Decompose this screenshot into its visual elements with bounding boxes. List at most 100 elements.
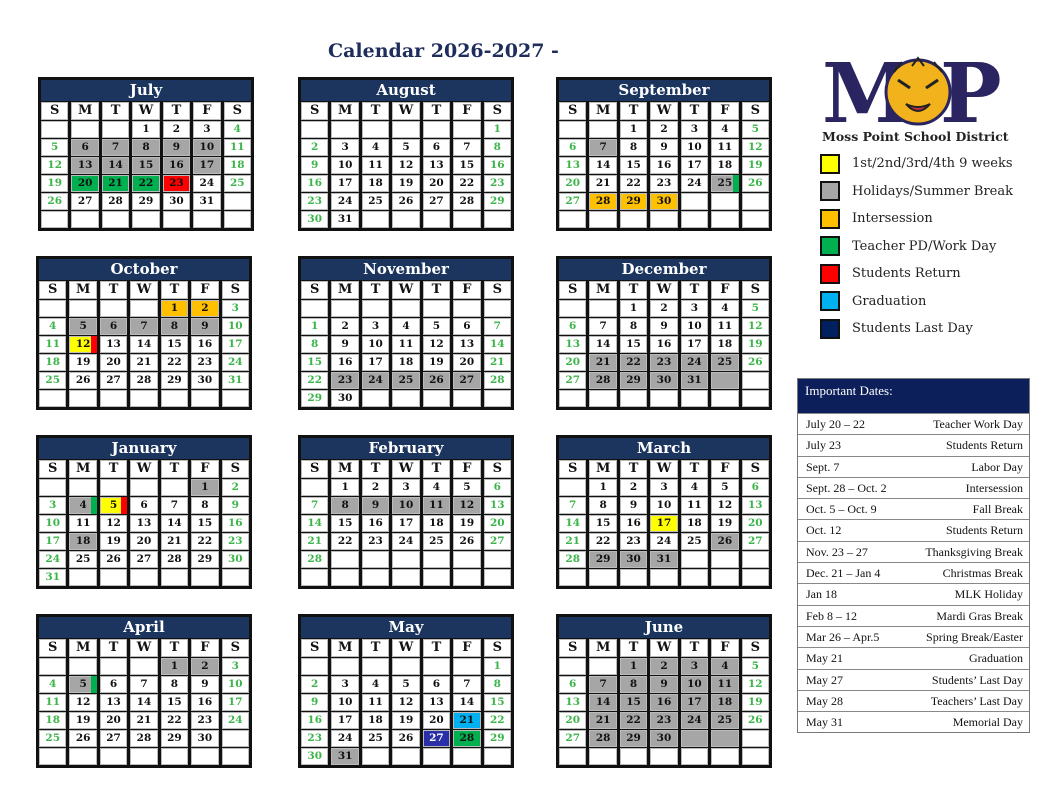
weekday-header: M — [589, 102, 617, 120]
day-cell: 10 — [680, 676, 709, 693]
day-number: 18 — [398, 356, 414, 368]
weekday-header: M — [69, 460, 97, 478]
day-cell: 3 — [361, 318, 390, 335]
legend-label: Students Last Day — [852, 321, 973, 337]
day-number: 12 — [747, 141, 763, 153]
weekday-header: W — [130, 460, 158, 478]
day-cell — [680, 551, 709, 568]
day-number: 15 — [489, 696, 505, 708]
day-cell — [392, 658, 420, 675]
day-number: 12 — [75, 338, 91, 350]
day-number: 18 — [717, 159, 733, 171]
day-cell — [680, 569, 709, 586]
day-number: 13 — [106, 696, 121, 708]
day-number: 4 — [49, 678, 57, 690]
day-cell: 13 — [559, 694, 587, 711]
day-cell: 23 — [191, 712, 219, 729]
day-cell: 14 — [559, 515, 587, 532]
day-number: 5 — [721, 481, 729, 493]
important-date-event: Spring Break/Easter — [926, 629, 1023, 644]
day-number: 17 — [368, 356, 383, 368]
day-cell — [741, 390, 769, 407]
day-cell — [361, 390, 390, 407]
return-marker — [121, 497, 128, 514]
day-number: 7 — [599, 320, 607, 332]
day-number: 3 — [231, 302, 239, 314]
day-cell: 4 — [223, 121, 251, 138]
day-number: 11 — [687, 499, 702, 511]
day-cell: 22 — [453, 175, 481, 192]
weekday-header: F — [453, 281, 481, 299]
day-number: 9 — [172, 141, 181, 153]
day-number: 22 — [138, 177, 154, 189]
day-number: 25 — [429, 535, 444, 547]
day-cell: 19 — [453, 515, 481, 532]
weekday-header: T — [99, 639, 128, 657]
month-september: September S M T W T F S 1 2 3 4 5 6 7 8 9 10 11 12 13 14 15 16 1… — [556, 77, 772, 231]
month-march: March S M T W T F S 1 2 3 4 5 6 7 8 9 10 11 12 13 14 15 16 17 18 1… — [556, 435, 772, 589]
day-number: 27 — [77, 195, 93, 207]
day-number: 9 — [201, 320, 209, 332]
day-cell: 20 — [453, 354, 481, 371]
day-number: 27 — [565, 195, 581, 207]
day-number: 5 — [463, 481, 471, 493]
day-number: 30 — [197, 732, 213, 744]
day-cell — [741, 748, 769, 765]
day-cell: 12 — [453, 497, 481, 514]
weekday-header: S — [223, 102, 251, 120]
weekday-header: T — [619, 281, 648, 299]
legend-swatch — [820, 153, 840, 174]
day-cell: 27 — [422, 193, 451, 210]
day-cell: 8 — [589, 497, 617, 514]
day-cell: 9 — [191, 676, 219, 693]
day-number: 9 — [660, 141, 668, 153]
day-cell: 12 — [69, 694, 97, 711]
day-cell: 12 — [711, 497, 739, 514]
day-cell: 29 — [619, 730, 648, 747]
important-date-row: Sept. 7 Labor Day — [798, 455, 1029, 477]
day-number: 21 — [307, 535, 323, 547]
weekday-header: S — [483, 639, 511, 657]
important-date-date: May 28 — [806, 693, 843, 708]
day-number: 30 — [656, 374, 672, 386]
day-cell — [331, 569, 359, 586]
day-cell: 18 — [361, 175, 390, 192]
day-cell — [559, 748, 587, 765]
day-cell: 27 — [559, 372, 587, 389]
day-cell — [130, 748, 158, 765]
weekday-header: T — [619, 639, 648, 657]
important-date-date: Feb 8 – 12 — [806, 608, 857, 623]
day-number: 2 — [371, 481, 380, 493]
day-number: 6 — [751, 481, 759, 493]
day-cell: 12 — [41, 157, 69, 174]
day-cell: 19 — [99, 533, 128, 550]
day-cell — [191, 569, 219, 586]
day-cell: 7 — [453, 676, 481, 693]
day-number: 20 — [459, 356, 475, 368]
day-number: 1 — [493, 123, 501, 135]
day-number: 12 — [459, 499, 475, 511]
day-cell: 14 — [160, 515, 189, 532]
legend-item: Graduation — [820, 288, 1013, 316]
important-date-date: Sept. 7 — [806, 459, 840, 474]
day-number: 21 — [136, 714, 152, 726]
weekday-header: F — [711, 281, 739, 299]
day-number: 10 — [227, 678, 243, 690]
day-number: 5 — [109, 499, 118, 511]
day-number: 19 — [747, 159, 763, 171]
day-cell — [559, 569, 587, 586]
weekday-header: S — [559, 460, 587, 478]
day-cell — [559, 479, 587, 496]
day-cell: 13 — [559, 157, 587, 174]
return-marker — [90, 336, 97, 353]
day-cell: 9 — [191, 318, 219, 335]
day-number: 10 — [199, 141, 215, 153]
day-number: 20 — [429, 714, 444, 726]
day-cell: 11 — [39, 336, 67, 353]
day-number: 31 — [687, 374, 702, 386]
day-cell: 5 — [741, 300, 769, 317]
day-cell — [680, 748, 709, 765]
day-cell: 15 — [589, 515, 617, 532]
day-cell: 15 — [160, 694, 189, 711]
day-cell: 3 — [680, 121, 709, 138]
